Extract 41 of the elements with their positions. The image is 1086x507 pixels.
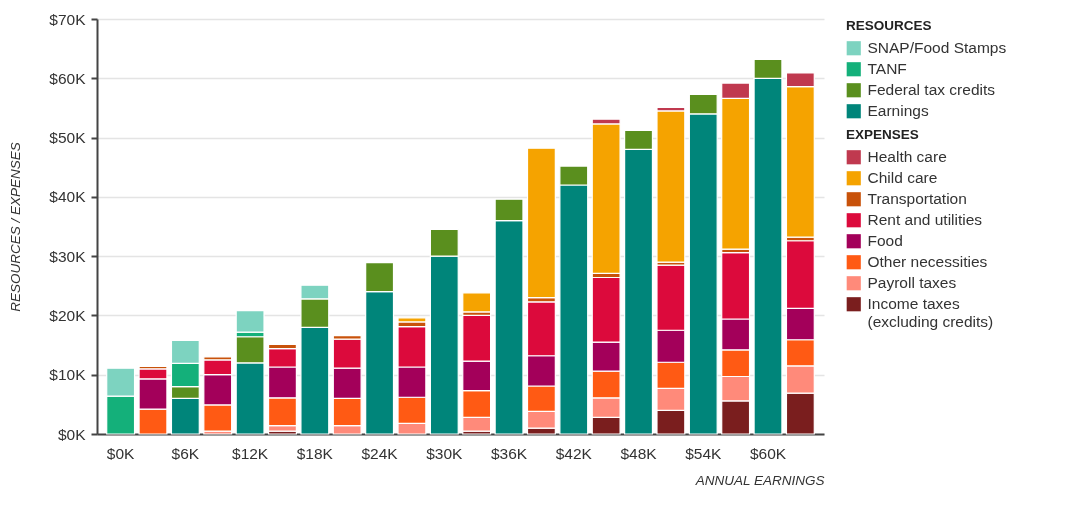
legend-label: Payroll taxes	[867, 274, 957, 292]
legend-label: TANF	[867, 60, 907, 78]
x-tick-label: $36K	[490, 444, 528, 462]
x-tick-label: $60K	[749, 444, 787, 462]
y-tick-label: $70K	[49, 10, 87, 28]
x-tick-label: $42K	[555, 444, 593, 462]
text: RESOURCES	[846, 18, 932, 33]
x-axis-title: ANNUAL EARNINGS	[694, 473, 825, 488]
bar	[235, 310, 265, 333]
text: EXPENSES	[846, 127, 919, 142]
bar	[591, 123, 621, 274]
y-tick-label: $20K	[49, 306, 87, 324]
legend-label: Health care	[867, 148, 947, 166]
x-tick-label: $54K	[685, 444, 723, 462]
x-tick-label: $0K	[106, 444, 136, 462]
y-tick-label: $50K	[49, 129, 87, 147]
x-tick-label: $24K	[361, 444, 399, 462]
x-tick-label: $6K	[171, 444, 200, 462]
legend-label: Other necessities	[867, 253, 988, 271]
y-tick-label: $0K	[57, 425, 87, 443]
legend-label: Income taxes (excluding credits)	[867, 295, 994, 330]
legend-label: Child care	[867, 169, 938, 187]
bar	[526, 147, 556, 299]
x-tick-label: $30K	[426, 444, 464, 462]
legend-label: Transportation	[867, 190, 967, 208]
legend-label: SNAP/Food Stamps	[867, 39, 1007, 57]
legend-label: Food	[867, 232, 903, 250]
y-tick-label: $10K	[49, 366, 87, 384]
y-tick-label: $60K	[49, 69, 87, 87]
bar	[656, 110, 686, 263]
x-tick-label: $12K	[232, 444, 269, 462]
bar	[397, 317, 427, 323]
x-tick-label: $48K	[620, 444, 658, 462]
y-tick-label: $40K	[49, 188, 87, 206]
y-axis-title: RESOURCES / EXPENSES	[8, 142, 24, 312]
legend-label: Rent and utilities	[867, 211, 983, 229]
legend-label: Federal tax credits	[867, 81, 996, 99]
y-tick-label: $30K	[49, 247, 87, 265]
x-tick-label: $18K	[296, 444, 334, 462]
legend-label: Earnings	[867, 102, 929, 120]
bar	[462, 292, 492, 313]
